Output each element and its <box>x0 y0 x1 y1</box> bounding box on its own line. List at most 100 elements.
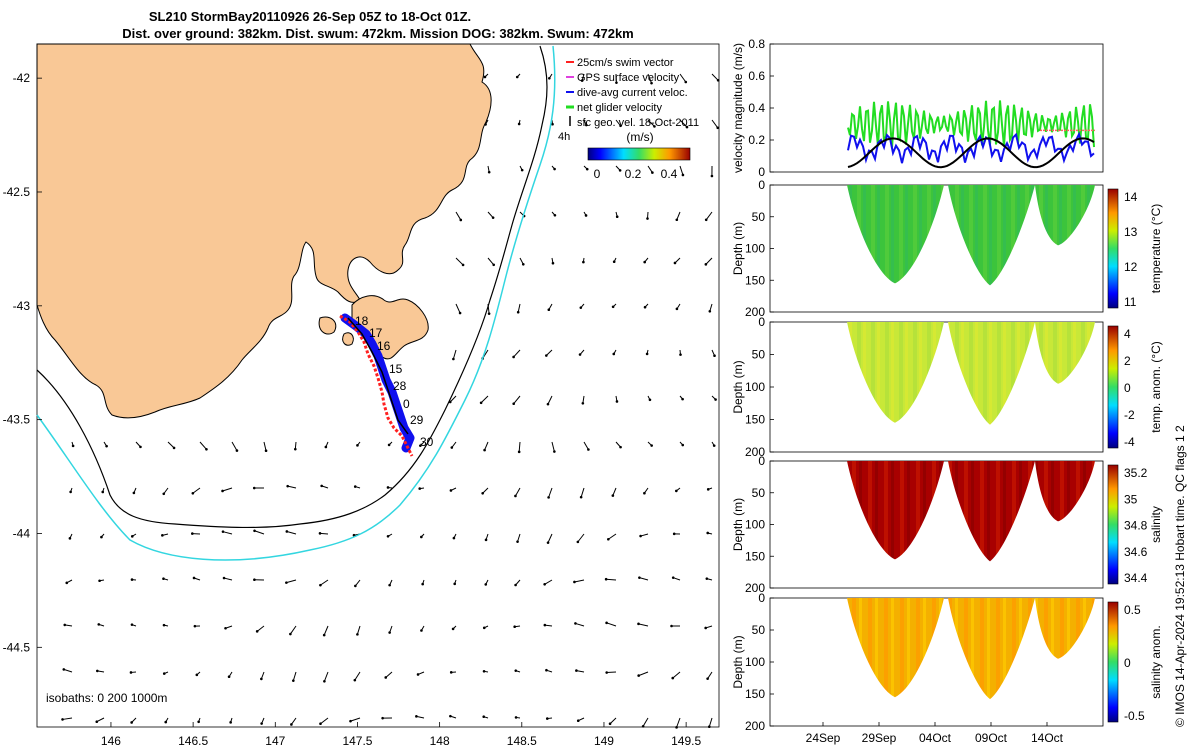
current-arrow-head <box>62 668 66 671</box>
current-arrow-head <box>65 581 69 585</box>
current-arrow-head <box>255 630 259 633</box>
map-legend: 25cm/s swim vector GPS surface velocity … <box>558 57 699 181</box>
current-arrow <box>484 441 489 451</box>
current-arrow-head <box>674 489 678 493</box>
map-x-tick-label: 148.5 <box>507 734 537 748</box>
section-data-fill <box>847 322 1095 425</box>
current-arrow-head <box>712 444 716 447</box>
legend-dive-avg: dive-avg current veloc. <box>577 87 688 99</box>
map-y-tick-label: -42 <box>13 71 31 85</box>
date-tick-label: 24Sep <box>806 731 841 745</box>
current-arrow-head <box>516 540 519 543</box>
current-arrow <box>320 579 329 586</box>
vel-y-tick-label: 0.2 <box>748 133 765 147</box>
current-arrow-head <box>582 260 585 264</box>
current-arrow-head <box>98 579 101 583</box>
current-arrow-head <box>553 450 556 453</box>
section-data-fill <box>847 461 1095 562</box>
current-arrow-head <box>319 722 322 726</box>
land-island-2 <box>318 316 337 335</box>
current-arrow-head <box>192 576 196 580</box>
current-arrow-head <box>323 679 326 683</box>
current-arrow <box>254 530 265 535</box>
current-arrow-head <box>191 491 195 495</box>
current-arrow-head <box>546 541 550 544</box>
current-arrow <box>676 211 681 220</box>
current-arrow <box>606 671 617 674</box>
current-arrow-head <box>129 671 133 674</box>
section-panel: 0 50 100 150 200 Depth (m) -0.5 0 0.5 salinity an… <box>731 591 1163 733</box>
dive-avg-velocity-line <box>847 131 1095 164</box>
current-arrow-head <box>650 444 653 447</box>
current-arrow-head <box>101 490 105 494</box>
map-y-ticks: -42 -42.5 -43 -43.5 -44 -44.5 <box>3 71 42 654</box>
current-arrow <box>323 625 329 636</box>
current-arrow <box>385 671 393 678</box>
current-arrow <box>638 623 649 627</box>
current-arrow-head <box>641 725 645 728</box>
isobath-label: isobaths: 0 200 1000m <box>46 691 167 705</box>
current-arrow-head <box>650 81 653 85</box>
current-arrow-head <box>420 535 423 539</box>
current-arrow-head <box>513 625 516 629</box>
current-arrow-head <box>356 444 359 447</box>
current-arrow <box>583 441 589 450</box>
current-arrow-head <box>224 626 227 630</box>
current-arrow <box>606 578 617 581</box>
geo-velocity-line <box>847 137 1095 169</box>
depth-tick-label: 100 <box>745 242 765 256</box>
section-colorbar <box>1107 601 1119 723</box>
current-arrow-head <box>681 173 685 177</box>
current-arrow-head <box>679 353 682 356</box>
velocity-y-ticks: 0 0.2 0.4 0.6 0.8 <box>748 37 774 179</box>
current-arrow-head <box>673 261 677 265</box>
current-arrow-head <box>421 582 424 586</box>
current-arrow-head <box>587 448 590 451</box>
current-arrow-head <box>97 623 101 626</box>
current-arrow <box>647 119 655 127</box>
current-arrow <box>452 349 457 360</box>
date-tick-label: 14Oct <box>1031 731 1064 745</box>
current-arrow-head <box>449 714 452 718</box>
current-arrow-head <box>193 624 197 628</box>
current-arrow-head <box>319 583 322 587</box>
current-arrow-head <box>483 75 487 79</box>
legend-swim-vector: 25cm/s swim vector <box>577 57 674 69</box>
current-arrow <box>223 577 233 581</box>
net-velocity-line <box>847 100 1095 148</box>
current-arrow-head <box>574 622 577 625</box>
current-arrow <box>256 625 265 632</box>
current-arrow-head <box>71 444 75 448</box>
current-arrow-head <box>713 354 716 358</box>
current-arrow <box>606 622 617 627</box>
current-arrow <box>705 257 713 265</box>
current-arrow-head <box>221 530 225 533</box>
current-arrow-head <box>608 722 612 726</box>
current-arrow-head <box>318 532 322 535</box>
cbar-tick-label: 34.4 <box>1124 571 1148 585</box>
depth-tick-label: 50 <box>752 348 766 362</box>
current-arrow-head <box>520 168 524 172</box>
current-arrow-head <box>615 400 619 403</box>
current-arrow <box>676 717 681 728</box>
current-arrow-head <box>264 449 268 453</box>
current-arrow-head <box>637 622 640 626</box>
current-arrow-head <box>384 676 388 679</box>
current-arrow <box>612 487 617 496</box>
section-data-fill <box>847 185 1095 286</box>
depth-tick-label: 150 <box>745 273 765 287</box>
depth-tick-label: 100 <box>745 518 765 532</box>
cbar-tick-label: 13 <box>1124 225 1138 239</box>
current-arrow-head <box>706 488 710 491</box>
cbar-label: salinity <box>1149 506 1163 543</box>
current-arrow <box>354 671 361 681</box>
current-arrow-head <box>653 125 656 128</box>
current-arrow-head <box>292 679 295 682</box>
current-arrow <box>679 119 688 128</box>
current-arrow-head <box>451 627 455 631</box>
depth-tick-label: 150 <box>745 687 765 701</box>
current-arrow <box>672 671 681 679</box>
current-arrow-head <box>584 214 588 217</box>
current-arrow-head <box>671 676 675 680</box>
current-arrow-head <box>548 77 551 80</box>
